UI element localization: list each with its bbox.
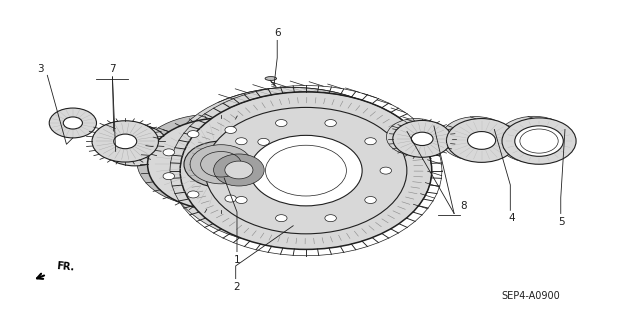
Ellipse shape [236,138,247,145]
Ellipse shape [467,131,495,149]
Text: 6: 6 [274,28,280,38]
Text: 5: 5 [558,217,564,227]
Ellipse shape [92,121,159,162]
Ellipse shape [497,116,571,163]
Text: 1: 1 [234,255,241,265]
Ellipse shape [265,77,276,80]
Ellipse shape [236,197,247,204]
Ellipse shape [258,138,269,145]
Ellipse shape [447,119,516,162]
Ellipse shape [190,145,252,184]
Ellipse shape [220,167,232,174]
Ellipse shape [502,118,576,164]
Ellipse shape [258,183,269,190]
Ellipse shape [163,149,175,156]
Ellipse shape [325,120,337,127]
Ellipse shape [412,132,433,145]
Ellipse shape [365,197,376,204]
Ellipse shape [225,161,253,179]
Text: SEP4-A0900: SEP4-A0900 [501,291,560,301]
Ellipse shape [63,117,83,129]
Ellipse shape [148,118,294,210]
Text: 3: 3 [37,64,44,74]
Ellipse shape [188,130,199,137]
Ellipse shape [137,115,284,206]
Ellipse shape [102,124,168,166]
Ellipse shape [214,154,264,186]
Ellipse shape [441,117,511,160]
Ellipse shape [380,167,392,174]
Ellipse shape [325,215,337,222]
Ellipse shape [393,121,452,157]
Ellipse shape [166,87,418,245]
Ellipse shape [49,108,97,138]
Ellipse shape [225,126,236,133]
Text: 2: 2 [234,282,240,292]
Ellipse shape [180,92,432,249]
Ellipse shape [387,119,445,155]
Ellipse shape [188,191,199,198]
Ellipse shape [515,126,563,156]
Ellipse shape [114,134,137,149]
Text: FR.: FR. [56,261,74,272]
Ellipse shape [163,173,175,180]
Ellipse shape [225,195,236,202]
Ellipse shape [205,108,407,234]
Ellipse shape [250,135,362,206]
Ellipse shape [365,138,376,145]
Ellipse shape [276,120,287,127]
Text: 4: 4 [508,213,515,224]
Text: 8: 8 [461,201,467,211]
Ellipse shape [276,215,287,222]
Text: 7: 7 [109,64,116,74]
Ellipse shape [271,161,282,168]
Ellipse shape [184,141,258,188]
